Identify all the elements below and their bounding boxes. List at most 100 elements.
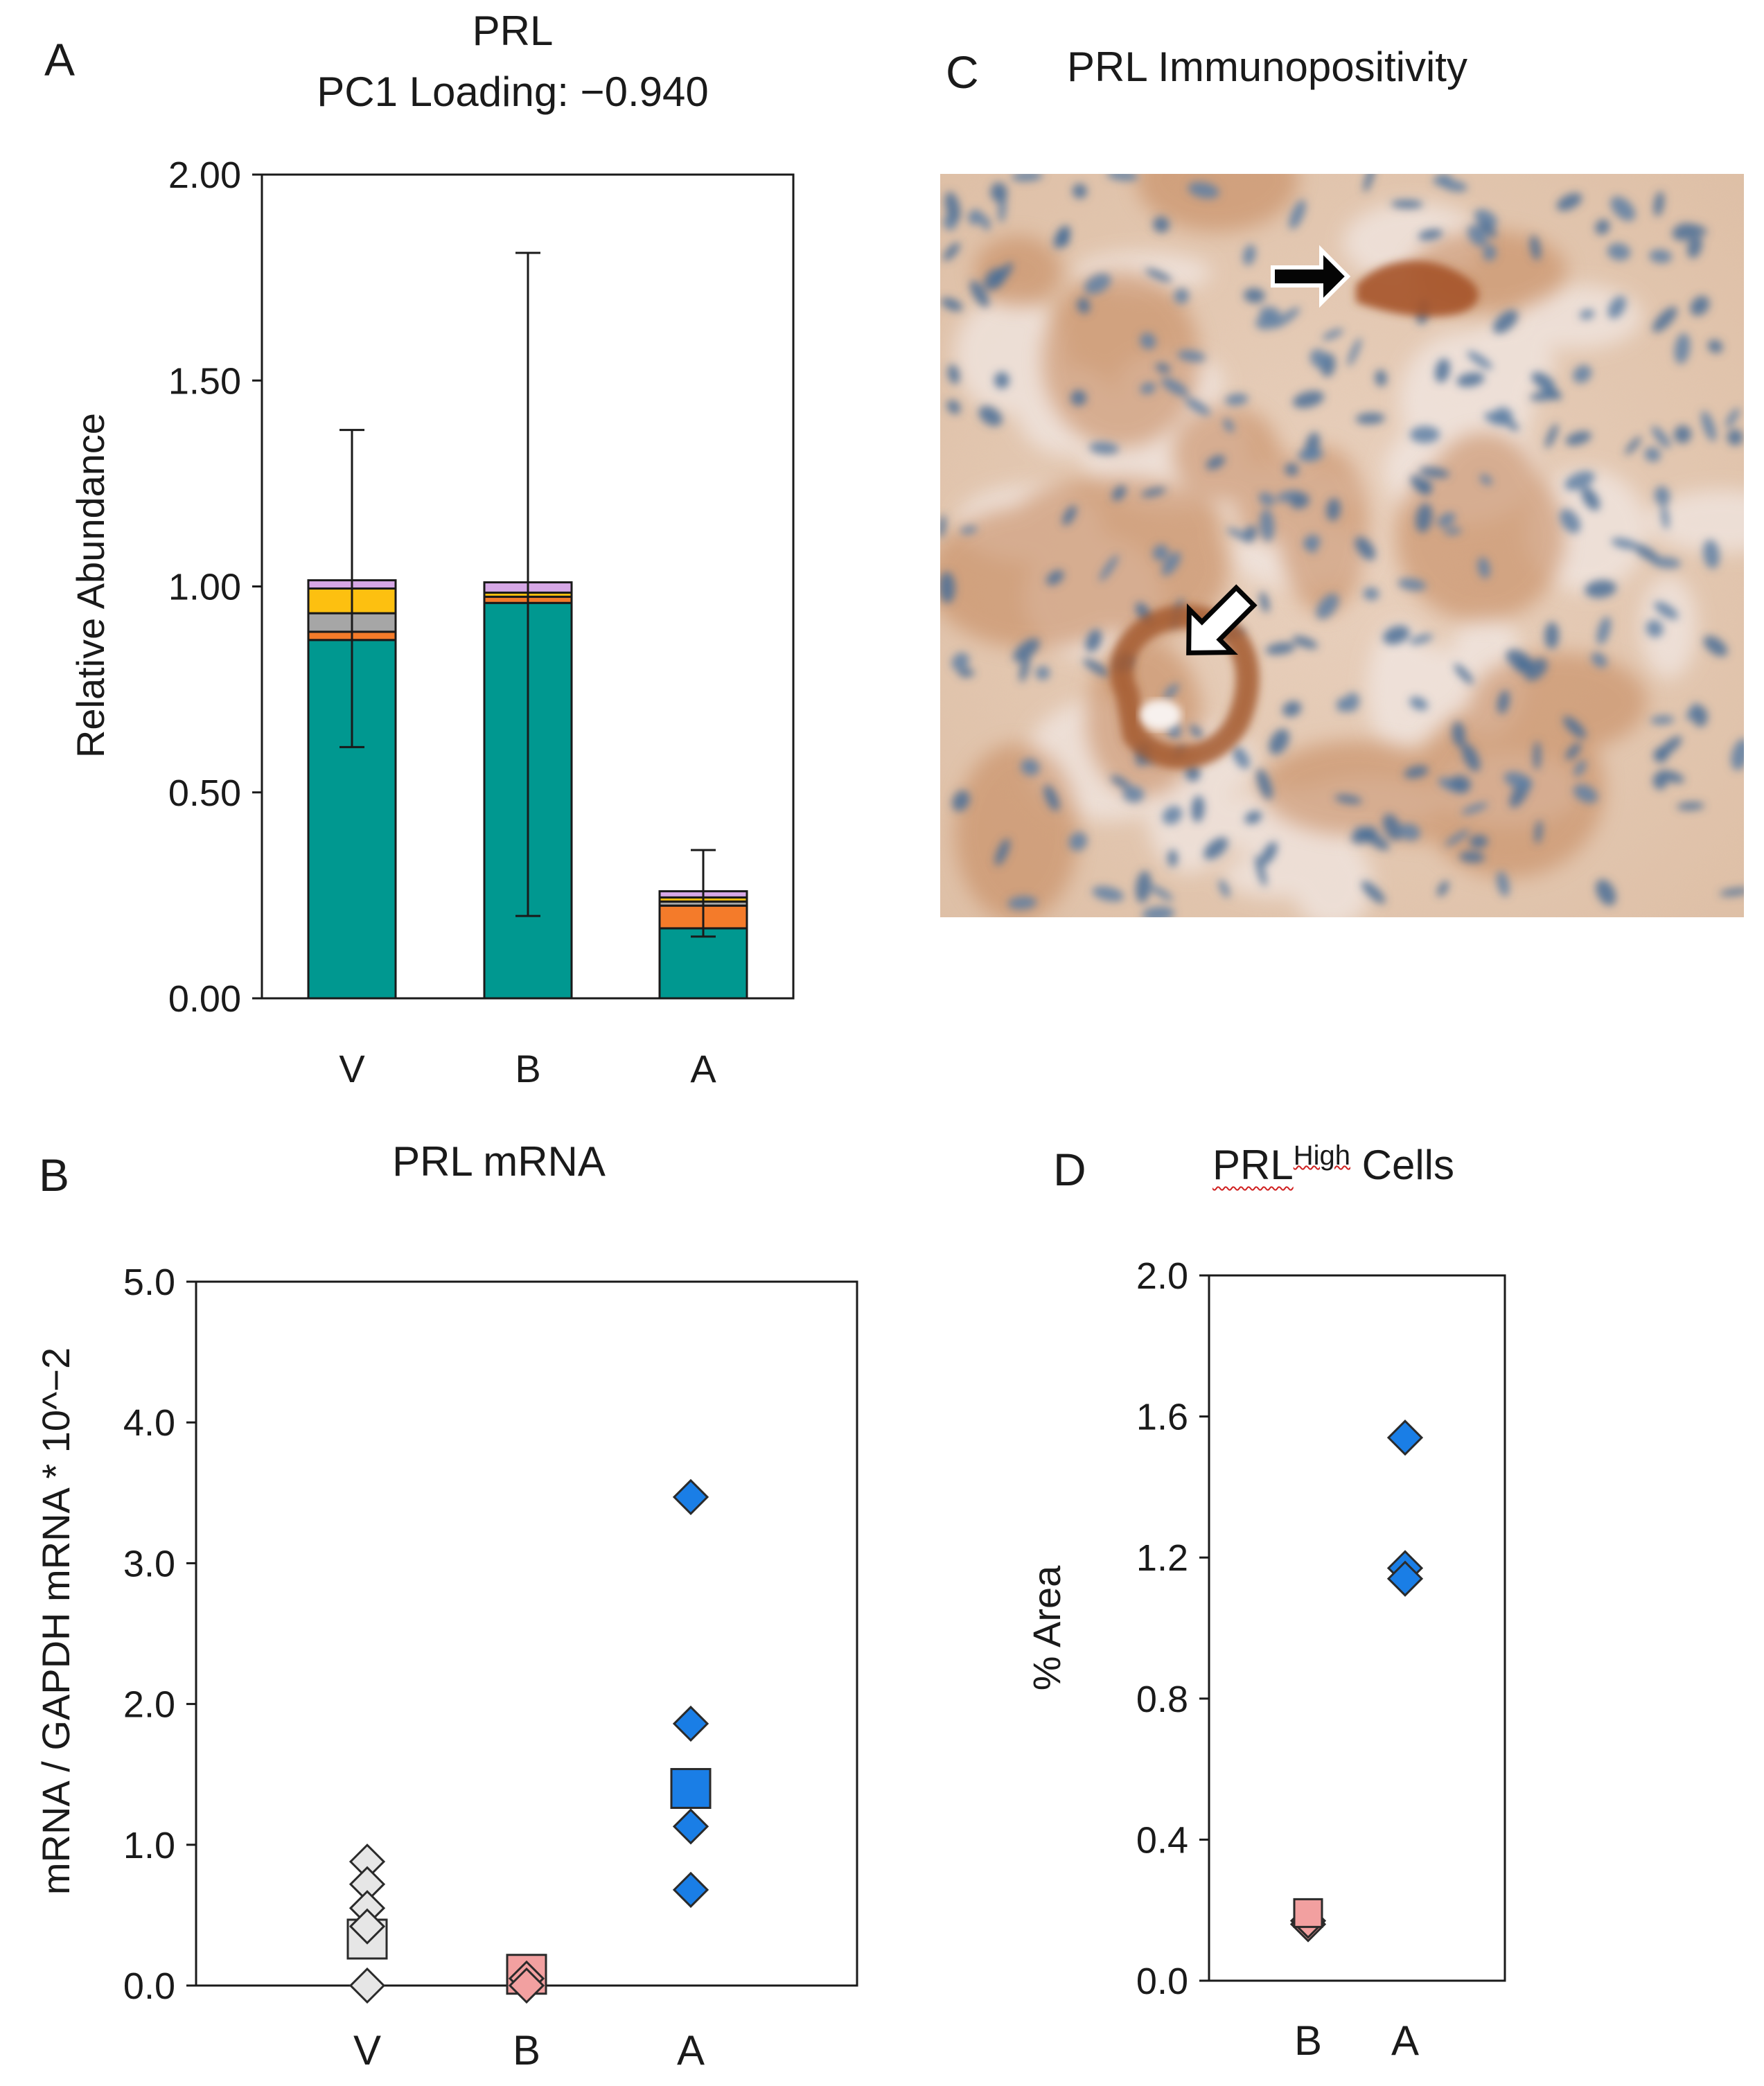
- panel-a-title-line2: PC1 Loading: −0.940: [317, 69, 709, 115]
- nucleus: [1634, 544, 1660, 563]
- nucleus: [1687, 234, 1702, 258]
- nucleus: [1167, 849, 1178, 867]
- nucleus: [946, 400, 961, 414]
- nucleus: [1142, 906, 1175, 917]
- nucleus: [1011, 174, 1043, 182]
- nucleus: [1089, 441, 1120, 454]
- nucleus: [1099, 554, 1119, 581]
- nucleus: [1343, 692, 1360, 712]
- brown-tissue-patch: [955, 743, 1079, 917]
- panel-a-title-line1: PRL: [472, 8, 554, 54]
- nucleus: [1292, 391, 1325, 408]
- nucleus: [1141, 487, 1167, 497]
- nucleus: [1077, 297, 1091, 314]
- nucleus: [1542, 379, 1550, 400]
- nucleus: [1573, 364, 1592, 384]
- panel-a-letter: A: [44, 34, 76, 85]
- nucleus: [1573, 759, 1587, 777]
- nucleus: [1226, 528, 1252, 541]
- chart-b-ytick-label: 4.0: [123, 1402, 175, 1444]
- nucleus: [1703, 539, 1720, 569]
- nucleus: [1506, 421, 1519, 431]
- nucleus: [1409, 634, 1434, 645]
- nucleus: [1607, 242, 1631, 260]
- nucleus: [1398, 823, 1421, 841]
- nucleus: [1611, 538, 1638, 549]
- panel-d-title-sup: High: [1293, 1140, 1350, 1171]
- nucleus: [1544, 621, 1559, 649]
- nucleus: [1731, 739, 1744, 770]
- pale-tissue-patch: [1292, 837, 1373, 917]
- chart-b-xtick-label: V: [353, 2027, 381, 2074]
- nucleus: [1703, 635, 1728, 657]
- nucleus: [1260, 592, 1270, 613]
- chart-d-xtick-label: A: [1391, 2017, 1419, 2064]
- nucleus: [1013, 638, 1040, 662]
- chart-a-ytick-label: 0.50: [168, 772, 241, 814]
- nucleus: [1467, 351, 1492, 370]
- nucleus: [1651, 426, 1671, 448]
- chart-b-point-A: [672, 1808, 709, 1845]
- nucleus: [1727, 429, 1743, 445]
- nucleus: [1397, 578, 1427, 591]
- nucleus: [1244, 811, 1262, 824]
- nucleus: [1260, 842, 1278, 865]
- nucleus: [1355, 536, 1376, 560]
- nucleus: [1163, 683, 1179, 700]
- micrograph-image: [940, 174, 1744, 917]
- chart-b-xtick-label: B: [513, 2027, 540, 2074]
- nucleus: [1579, 309, 1595, 319]
- nucleus: [1556, 193, 1582, 211]
- panel-c-letter: C: [946, 46, 979, 98]
- chart-a-ytick-label: 2.00: [168, 154, 241, 196]
- nucleus: [1719, 887, 1744, 896]
- nucleus: [1673, 425, 1692, 443]
- nucleus: [1303, 541, 1317, 554]
- nucleus: [1461, 802, 1488, 815]
- nucleus: [1106, 174, 1139, 181]
- nucleus: [1676, 802, 1705, 811]
- chart-b-ytick-label: 5.0: [123, 1262, 175, 1303]
- brown-tissue-patch: [1136, 174, 1298, 232]
- nucleus: [1563, 716, 1587, 739]
- nucleus: [1068, 832, 1088, 851]
- brown-tissue-patch: [1425, 432, 1543, 574]
- chart-b: mRNA / GAPDH mRNA * 10^−2 0.0 1.0 2.0 3.0 4.…: [34, 1262, 858, 2074]
- nucleus: [1437, 512, 1456, 528]
- nucleus: [1140, 333, 1156, 350]
- stained-cell-bottom-ring: [1110, 604, 1260, 769]
- pale-tissue-patch: [1514, 284, 1643, 349]
- open-arrow-icon: [1186, 584, 1258, 655]
- stained-cell-top: [1356, 260, 1479, 317]
- nucleus: [1243, 288, 1265, 303]
- nucleus: [1456, 372, 1485, 387]
- nucleus: [1483, 244, 1497, 261]
- panel-d-title-prefix: PRL: [1212, 1142, 1294, 1188]
- nucleus: [1573, 784, 1598, 804]
- nucleus: [1581, 487, 1600, 511]
- nucleus: [1535, 820, 1543, 845]
- nucleus: [1409, 426, 1440, 443]
- nucleus: [1443, 527, 1462, 535]
- lumen: [1140, 700, 1181, 730]
- nucleus: [1316, 593, 1339, 619]
- nucleus: [1654, 601, 1679, 619]
- nucleus: [1596, 879, 1616, 906]
- nucleus: [1092, 886, 1124, 902]
- nucleus: [1672, 223, 1697, 241]
- nucleus: [1322, 328, 1343, 340]
- chart-b-ylabel: mRNA / GAPDH mRNA * 10^−2: [34, 1347, 78, 1895]
- chart-a: Relative Abundance 0.00 0.50 1.00 1.50 2.00 V…: [69, 154, 795, 1090]
- nucleus: [1497, 871, 1510, 897]
- chart-d-xtick-label: B: [1294, 2017, 1322, 2064]
- nucleus: [1418, 229, 1443, 240]
- nucleus: [1560, 509, 1581, 533]
- nucleus: [1435, 358, 1450, 383]
- chart-a-plot-frame: [261, 173, 795, 1000]
- nucleus: [1415, 503, 1433, 533]
- nucleus: [1479, 220, 1497, 238]
- panel-d-title: PRLHigh Cells: [1212, 1140, 1628, 1189]
- chart-a-xtick-label: B: [515, 1047, 540, 1090]
- nucleus: [1610, 196, 1636, 222]
- nucleus: [943, 242, 960, 261]
